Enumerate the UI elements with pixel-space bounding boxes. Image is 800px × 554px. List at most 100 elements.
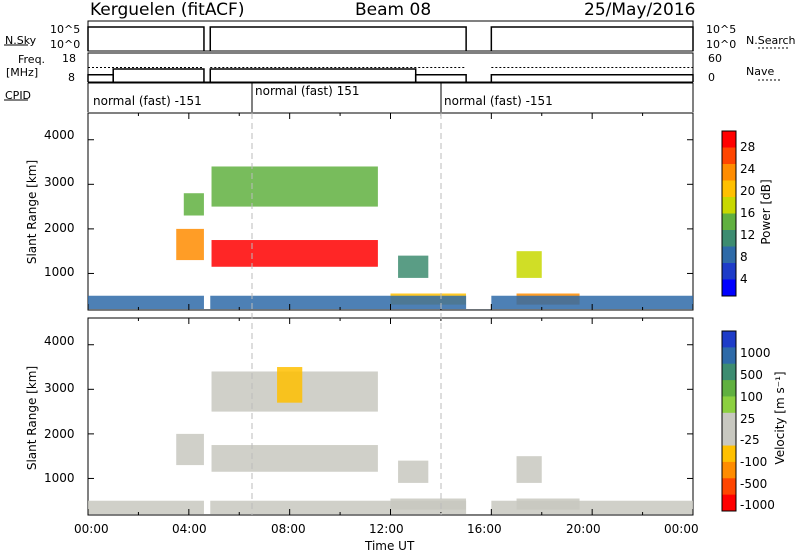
- freq-tick-top: 18: [62, 52, 76, 65]
- power-colorbar-swatch-1: [722, 147, 736, 165]
- power-cbar-tick-24: 24: [740, 162, 756, 176]
- freq-trace-segment: [209, 68, 417, 82]
- power-colorbar-swatch-6: [722, 230, 736, 247]
- velocity-region-3: [277, 367, 303, 403]
- nsearch-label: N.Search: [746, 34, 796, 47]
- nave-label: Nave: [746, 65, 775, 78]
- power-colorbar-swatch-8: [722, 263, 736, 280]
- velocity-cbar-tick-500: 500: [740, 368, 763, 382]
- power-colorbar-swatch-3: [722, 180, 736, 198]
- velocity-cbar-tick-m500: -500: [740, 477, 768, 491]
- power-cbar-tick-28: 28: [740, 140, 756, 154]
- velocity-panel-frame: [87, 317, 694, 516]
- date-title: 25/May/2016: [584, 0, 696, 20]
- power-colorbar-swatch-4: [722, 197, 736, 214]
- power-colorbar-swatch-5: [722, 213, 736, 231]
- velocity-range-tick-3000: 3000: [44, 381, 75, 395]
- time-tick-4: 16:00: [467, 522, 502, 536]
- cpid-label: CPID: [5, 89, 32, 102]
- power-cbar-tick-20: 20: [740, 184, 756, 198]
- time-tick-5: 20:00: [566, 522, 601, 536]
- power-colorbar-swatch-2: [722, 164, 736, 181]
- power-range-tick-4000: 4000: [44, 128, 75, 142]
- freq-label-2: [MHz]: [6, 66, 39, 79]
- velocity-colorbar-swatch-6: [722, 429, 736, 447]
- velocity-colorbar-swatch-4: [722, 396, 736, 414]
- nsky-label: N.Sky: [5, 34, 37, 47]
- power-region-8: [88, 295, 693, 310]
- power-region-6: [516, 251, 542, 278]
- freq-trace-segment: [87, 74, 114, 82]
- power-range-tick-1000: 1000: [44, 265, 75, 279]
- power-colorbar-frame: [721, 130, 737, 297]
- time-axis-label: Time UT: [365, 539, 415, 553]
- power-colorbar-label: Power [dB]: [759, 179, 773, 244]
- nsky-panel-frame: [87, 20, 694, 52]
- velocity-cbar-tick-1000: 1000: [740, 346, 771, 360]
- velocity-colorbar-swatch-9: [722, 478, 736, 496]
- velocity-region-0: [176, 433, 204, 466]
- time-tick-2: 08:00: [271, 522, 306, 536]
- station-title: Kerguelen (fitACF): [90, 0, 245, 20]
- power-region-0: [176, 228, 204, 261]
- freq-trace-segment: [414, 74, 467, 82]
- power-region-3: [211, 166, 378, 207]
- nsky-trace-segment: [87, 26, 205, 51]
- power-cbar-tick-12: 12: [740, 228, 756, 242]
- cpid-segment-2: normal (fast) 151: [255, 84, 360, 98]
- velocity-colorbar-swatch-8: [722, 461, 736, 479]
- power-range-tick-2000: 2000: [44, 221, 75, 235]
- beam-title: Beam 08: [355, 0, 432, 20]
- time-tick-1: 04:00: [172, 522, 207, 536]
- velocity-range-axis-label: Slant Range [km]: [25, 366, 39, 470]
- velocity-cbar-tick-m100: -100: [740, 455, 768, 469]
- velocity-colorbar-swatch-2: [722, 363, 736, 381]
- velocity-cbar-tick-25: 25: [740, 412, 756, 426]
- freq-label-1: Freq.: [18, 53, 46, 66]
- velocity-cbar-tick-m1000: -1000: [740, 498, 775, 512]
- power-colorbar-swatch-9: [722, 279, 736, 297]
- nave-tick-bottom: 0: [708, 71, 715, 84]
- nsky-trace-segment: [209, 26, 467, 51]
- freq-trace-segment: [112, 68, 205, 82]
- power-region-4: [398, 255, 429, 278]
- velocity-region-8: [88, 500, 693, 515]
- data-gap-0: [203, 319, 211, 514]
- time-tick-3: 12:00: [369, 522, 404, 536]
- velocity-colorbar-label: Velocity [m s⁻¹]: [773, 371, 787, 464]
- velocity-colorbar-swatch-5: [722, 412, 736, 430]
- power-region-2: [211, 240, 378, 267]
- velocity-region-4: [398, 460, 429, 483]
- cpid-segment-3: normal (fast) -151: [444, 94, 553, 108]
- power-cbar-tick-8: 8: [740, 250, 748, 264]
- velocity-colorbar-swatch-10: [722, 494, 736, 512]
- velocity-colorbar-swatch-3: [722, 380, 736, 397]
- power-region-1: [183, 193, 204, 216]
- power-range-axis-label: Slant Range [km]: [25, 160, 39, 264]
- velocity-colorbar-swatch-7: [722, 445, 736, 463]
- nsky-tick-top: 10^5: [50, 23, 81, 36]
- power-cbar-tick-4: 4: [740, 272, 748, 286]
- velocity-range-tick-1000: 1000: [44, 471, 75, 485]
- velocity-range-tick-2000: 2000: [44, 427, 75, 441]
- power-cbar-tick-16: 16: [740, 206, 756, 220]
- nsky-tick-bottom: 10^0: [50, 38, 81, 51]
- nsky-trace-segment: [490, 26, 694, 51]
- freq-trace-segment: [490, 74, 694, 82]
- time-tick-6: 00:00: [664, 522, 699, 536]
- velocity-colorbar-swatch-0: [722, 331, 736, 348]
- nsearch-tick-bottom: 10^0: [706, 38, 737, 51]
- power-colorbar-swatch-0: [722, 131, 736, 148]
- power-colorbar-swatch-7: [722, 246, 736, 264]
- data-gap-1: [466, 114, 492, 309]
- data-gap-1: [466, 319, 492, 514]
- nsearch-tick-top: 10^5: [706, 23, 737, 36]
- velocity-region-1: [211, 445, 378, 472]
- time-tick-0: 00:00: [74, 522, 109, 536]
- velocity-colorbar-frame: [721, 330, 737, 512]
- freq-tick-bottom: 8: [68, 71, 75, 84]
- power-range-tick-3000: 3000: [44, 175, 75, 189]
- power-panel-frame: [87, 112, 694, 311]
- velocity-colorbar-swatch-1: [722, 347, 736, 365]
- velocity-cbar-tick-100: 100: [740, 390, 763, 404]
